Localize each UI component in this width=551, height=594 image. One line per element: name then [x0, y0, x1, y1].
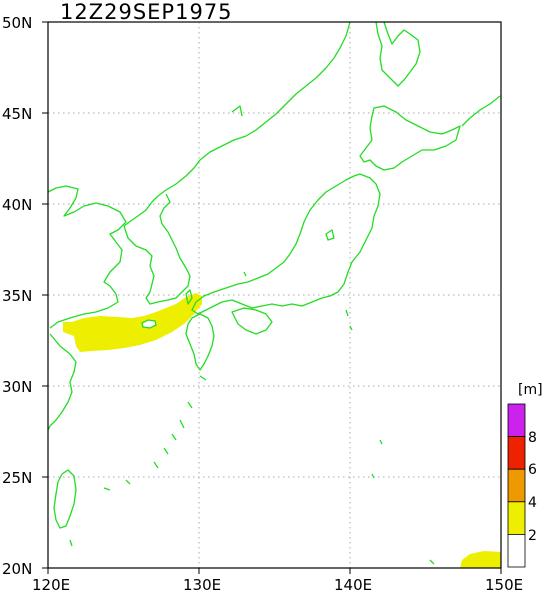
y-label-20n: 20N — [2, 560, 32, 578]
x-axis-labels: 120E 130E 140E 150E — [32, 576, 523, 594]
map-title: 12Z29SEP1975 — [60, 0, 233, 24]
coastline-shikoku — [231, 307, 273, 335]
x-label-150e: 150E — [485, 576, 523, 594]
x-label-140e: 140E — [334, 576, 372, 594]
map-plot-area — [42, 21, 502, 574]
y-label-30n: 30N — [2, 378, 32, 396]
coastline-sado — [325, 229, 335, 241]
colorbar-label-6: 6 — [528, 462, 537, 478]
coastline-kyushu — [185, 313, 215, 371]
coastline-hokkaido — [359, 105, 461, 171]
y-label-45n: 45N — [2, 105, 32, 123]
coastline-okinotori — [69, 539, 435, 565]
colorbar-swatch-2-4 — [507, 501, 526, 535]
coastline-kuril-islands — [461, 95, 501, 127]
colorbar-swatch-4-6 — [507, 468, 526, 503]
coastline-dokdo — [231, 105, 247, 277]
coastline-sakhalin — [375, 21, 421, 87]
coastlines — [47, 21, 501, 565]
gridlines — [48, 22, 501, 568]
coastline-taiwan — [53, 469, 77, 529]
coastline-izu-islands — [345, 309, 383, 479]
colorbar-label-2: 2 — [528, 528, 537, 544]
coastline-ryukyu-islands — [103, 375, 207, 491]
island-cheju — [141, 319, 157, 329]
coastline-honshu — [191, 173, 381, 315]
colorbar: [m] 8 6 4 2 — [507, 382, 543, 568]
x-label-130e: 130E — [183, 576, 221, 594]
axis-ticks — [42, 21, 502, 574]
wave-region-pacific-southeast — [460, 551, 501, 568]
wave-region-east-china-sea — [63, 293, 202, 352]
y-label-50n: 50N — [2, 14, 32, 32]
colorbar-swatch-8-up — [507, 403, 526, 437]
colorbar-label-4: 4 — [528, 495, 537, 511]
y-label-25n: 25N — [2, 469, 32, 487]
colorbar-label-8: 8 — [528, 430, 537, 446]
colorbar-swatch-0-2 — [507, 534, 526, 568]
x-label-120e: 120E — [32, 576, 70, 594]
colorbar-swatch-6-8 — [507, 436, 526, 470]
coastline-mainland — [47, 21, 351, 431]
wave-height-shading — [63, 293, 501, 568]
colorbar-unit: [m] — [518, 382, 543, 398]
y-axis-labels: 50N 45N 40N 35N 30N 25N 20N — [2, 14, 32, 578]
coastline-tsushima — [185, 289, 193, 305]
y-label-40n: 40N — [2, 196, 32, 214]
y-label-35n: 35N — [2, 287, 32, 305]
